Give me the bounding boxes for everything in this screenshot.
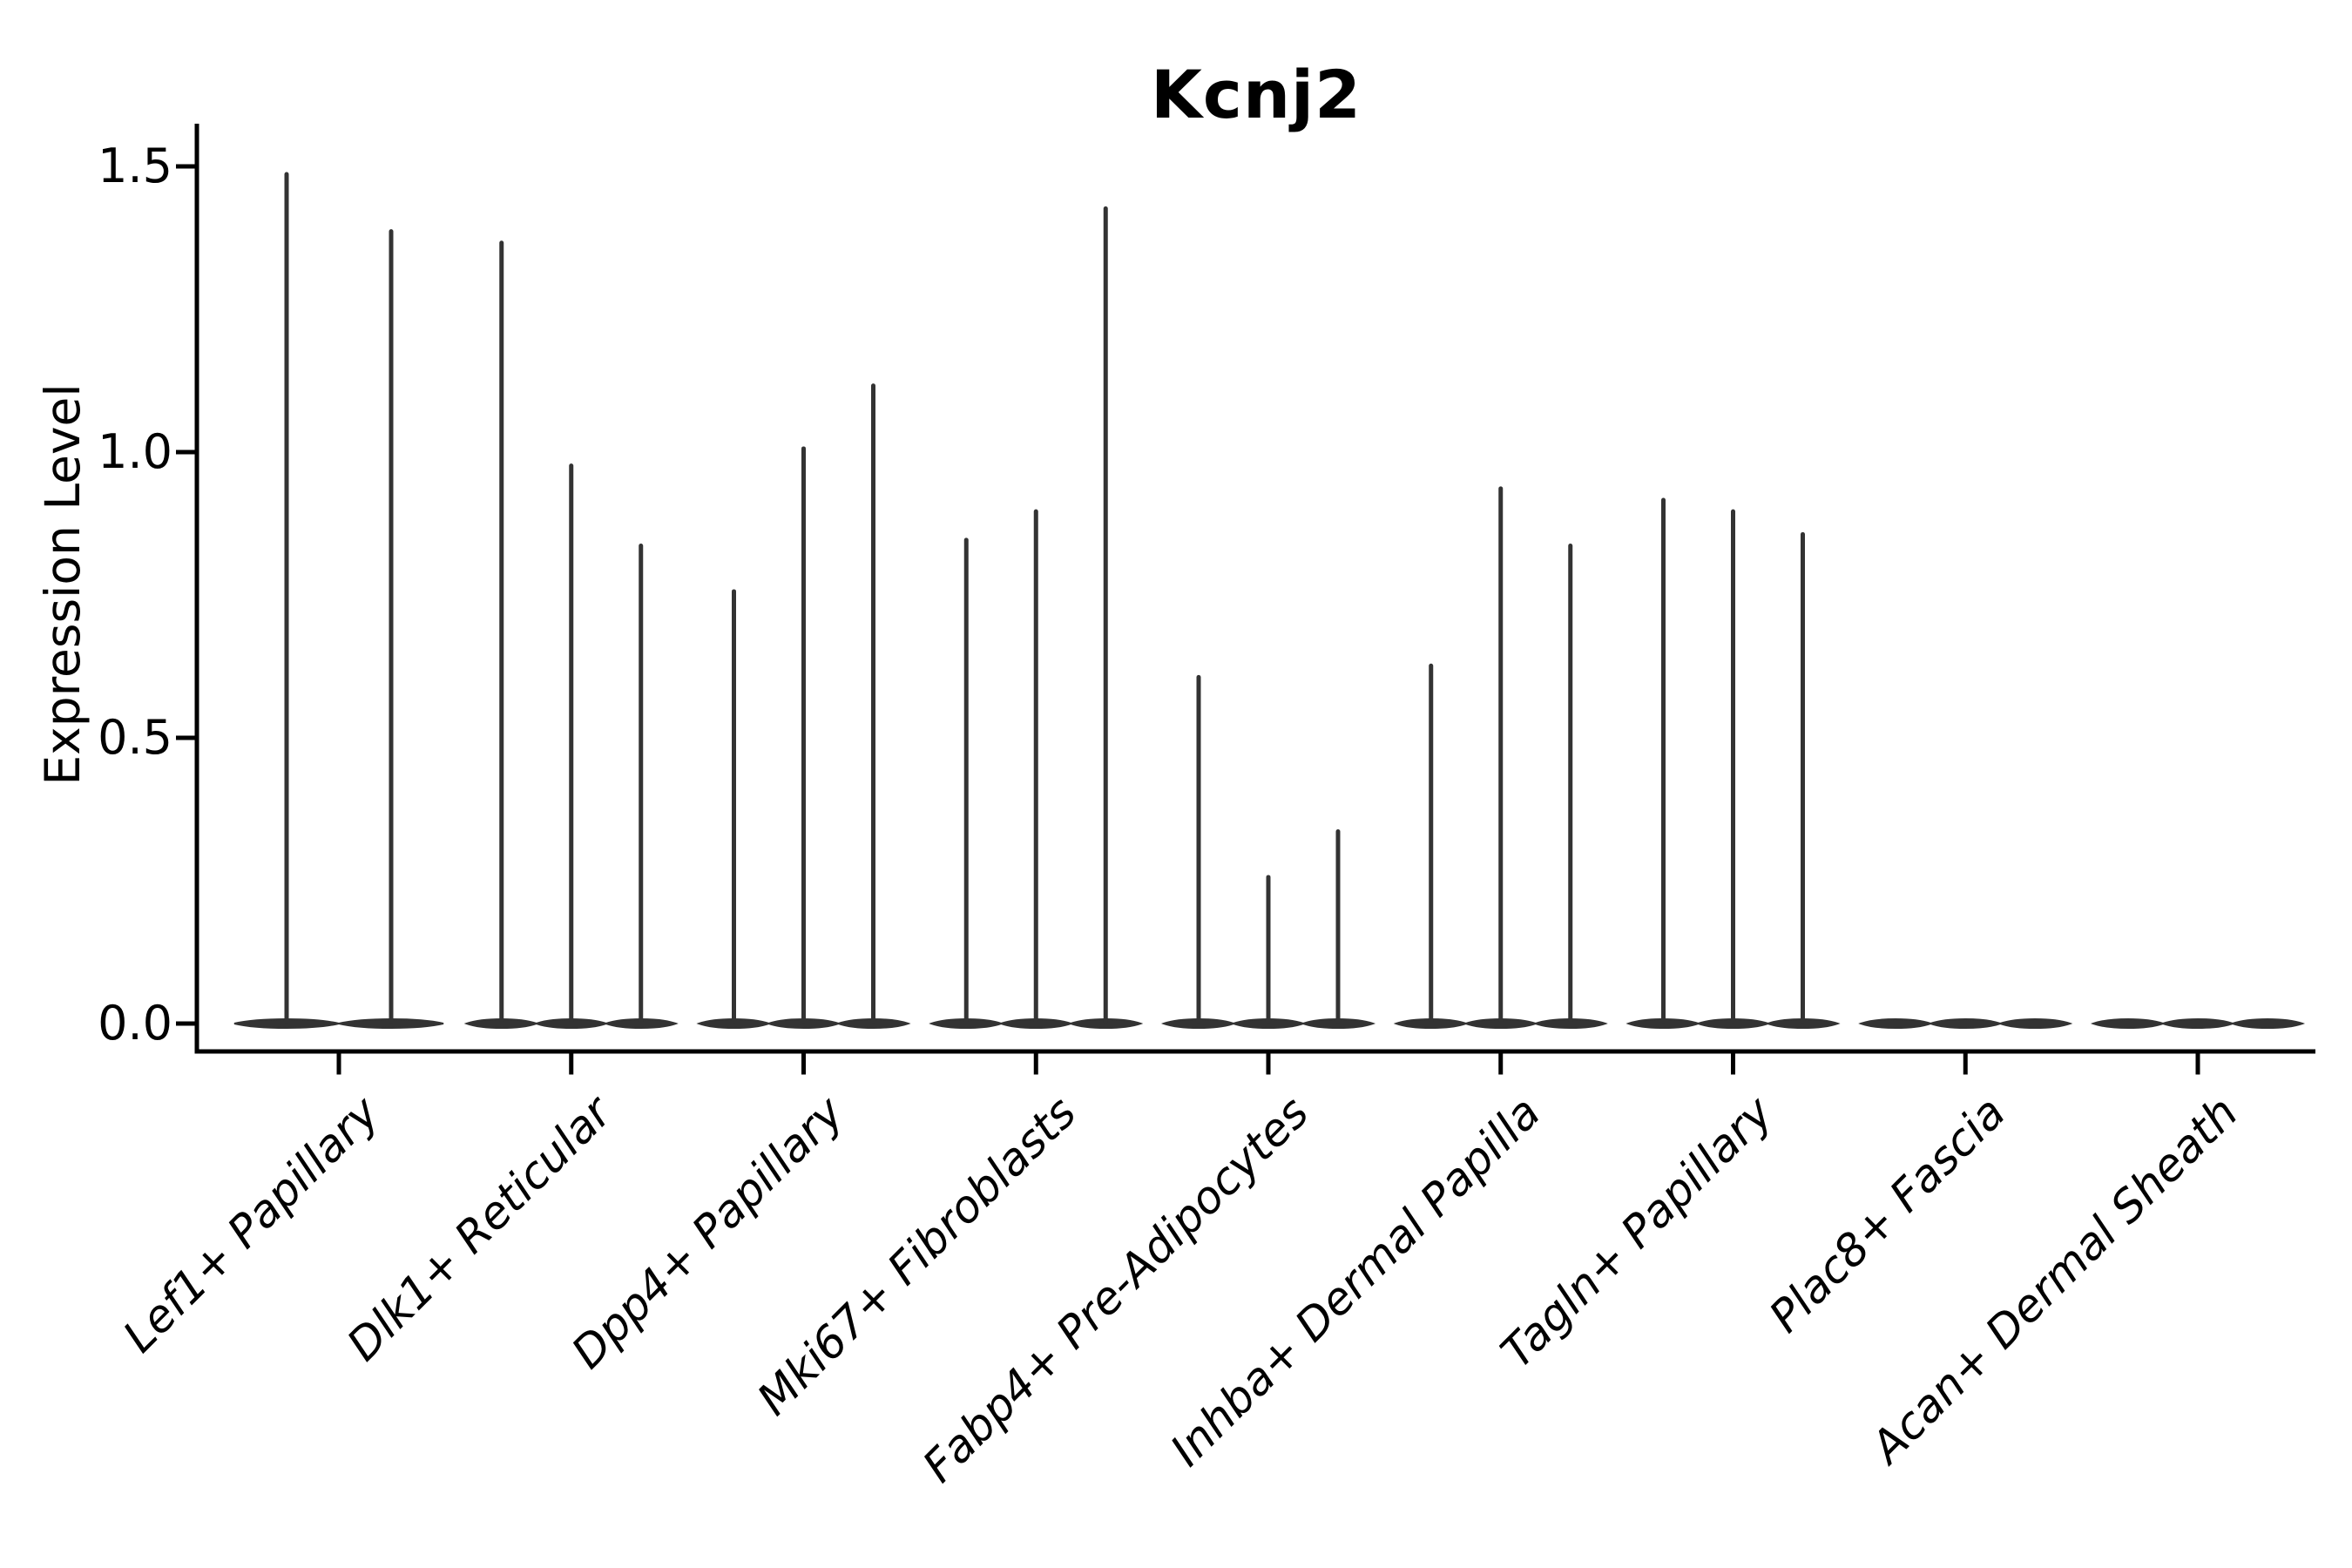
violin-body	[2159, 1017, 2236, 1030]
violin-spike	[1335, 828, 1341, 1024]
violin-spike	[1429, 663, 1434, 1024]
violin-spike	[871, 383, 875, 1024]
violin-body	[1858, 1017, 1934, 1030]
violin-spike	[569, 463, 574, 1024]
violin-spike	[963, 537, 969, 1024]
y-tick-label: 0.5	[98, 710, 172, 765]
chart-title: Kcnj2	[1151, 56, 1362, 133]
violin-body	[2229, 1017, 2306, 1030]
violin-spike	[389, 229, 394, 1024]
y-tick-label: 1.0	[98, 424, 172, 479]
y-tick-label: 1.5	[98, 139, 172, 193]
violin-spike	[1568, 543, 1573, 1024]
violin-body	[2090, 1017, 2166, 1030]
violin-spike	[1103, 206, 1108, 1024]
violin-spike	[1196, 674, 1201, 1024]
violin-spike	[1033, 509, 1038, 1024]
violin-spike	[1266, 875, 1271, 1024]
violin-spike	[1801, 531, 1805, 1024]
violin-spike	[1661, 497, 1666, 1024]
violin-spike	[284, 172, 289, 1024]
violin-spike	[1731, 509, 1735, 1024]
violin-spike	[732, 589, 736, 1024]
violin-spike	[1498, 486, 1504, 1024]
violin-body	[1997, 1017, 2073, 1030]
violin-spike	[639, 543, 644, 1024]
violin-body	[1928, 1017, 2004, 1030]
violin-spike	[801, 446, 806, 1024]
violin-spike	[499, 240, 504, 1024]
y-tick-label: 0.0	[98, 996, 172, 1051]
